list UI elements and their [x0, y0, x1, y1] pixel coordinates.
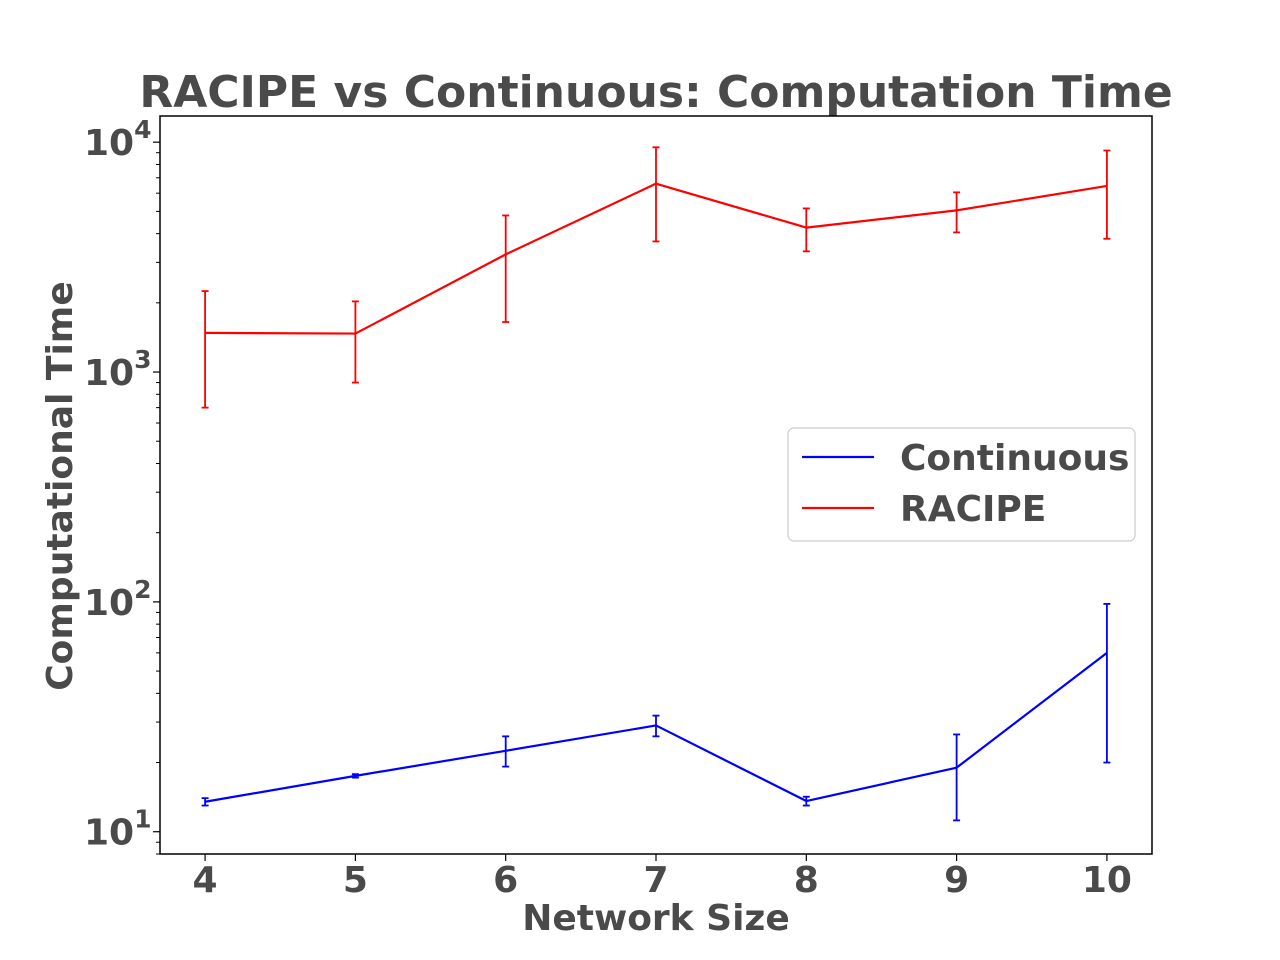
x-axis-label: Network Size [522, 898, 790, 939]
legend-continuous-label: Continuous [900, 438, 1129, 479]
plot-layer [201, 146, 1111, 822]
continuous-series-line [204, 651, 1108, 803]
legend-box [787, 427, 1136, 542]
y-tick-base: 10 [84, 353, 134, 394]
y-tick-exponent: 4 [134, 115, 151, 144]
y-axis-label: Computational Time [40, 281, 81, 690]
legend: Continuous RACIPE [787, 427, 1136, 542]
x-tick-label: 8 [794, 860, 819, 901]
x-tick-label: 6 [493, 860, 518, 901]
x-tick-label: 10 [1082, 860, 1132, 901]
x-tick-label: 5 [343, 860, 368, 901]
x-tick-label: 4 [193, 860, 218, 901]
x-tick-label: 9 [944, 860, 969, 901]
y-tick-label: 104 [84, 115, 152, 164]
y-tick-exponent: 1 [134, 805, 151, 834]
legend-racipe-label: RACIPE [900, 489, 1046, 530]
y-tick-exponent: 3 [134, 345, 151, 374]
y-tick-label: 102 [84, 575, 152, 624]
y-tick-label: 101 [84, 805, 152, 854]
racipe-series-line [205, 182, 1108, 335]
chart-title: RACIPE vs Continuous: Computation Time [139, 67, 1172, 118]
y-tick-base: 10 [84, 813, 134, 854]
y-tick-exponent: 2 [134, 575, 151, 604]
y-tick-base: 10 [84, 123, 134, 164]
y-tick-base: 10 [84, 583, 134, 624]
x-tick-label: 7 [643, 860, 668, 901]
y-tick-label: 103 [84, 345, 152, 394]
